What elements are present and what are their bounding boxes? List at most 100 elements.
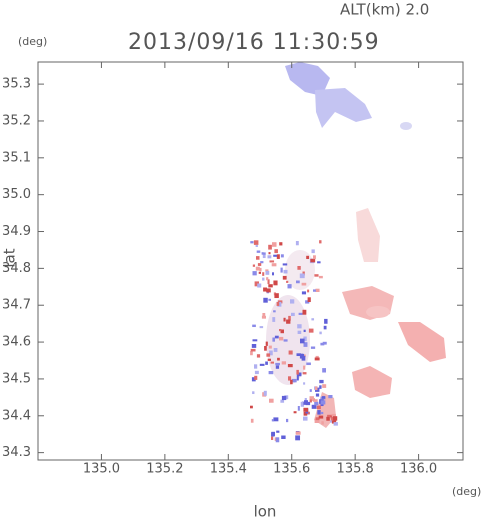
echo-pixel: [259, 326, 264, 329]
echo-pixel: [267, 358, 271, 361]
echo-pixel: [315, 393, 320, 397]
echo-pixel: [254, 281, 260, 287]
echo-pixel: [266, 277, 269, 281]
echo-pixel: [308, 328, 314, 333]
x-tick-label: 135.8: [337, 462, 374, 477]
echo-pixel: [281, 395, 287, 401]
echo-pixel: [275, 365, 280, 369]
echo-pixel: [324, 318, 328, 324]
echo-blob: [356, 208, 380, 262]
echo-pixel: [296, 376, 299, 381]
echo-pixel: [307, 411, 310, 415]
echo-pixel: [269, 260, 275, 263]
echo-pixel: [279, 329, 282, 332]
echo-pixel: [303, 382, 306, 385]
echo-pixel: [319, 331, 322, 335]
echo-pixel: [309, 396, 314, 400]
echo-pixel: [265, 270, 270, 275]
echo-pixel: [274, 335, 279, 339]
echo-pixel: [274, 249, 278, 254]
echo-pixel: [269, 350, 273, 356]
echo-pixel: [315, 417, 320, 421]
echo-pixel: [252, 339, 258, 342]
echo-pixel: [316, 405, 321, 410]
echo-pixel: [326, 416, 330, 421]
echo-pixel: [318, 275, 323, 279]
echo-pixel: [266, 353, 271, 357]
echo-pixel: [265, 361, 268, 365]
echo-speckles: [250, 240, 338, 443]
echo-pixel: [322, 384, 327, 388]
echo-pixel: [293, 411, 297, 414]
y-tick-label: 35.1: [2, 150, 31, 165]
echo-blob: [400, 122, 412, 130]
echo-pixel: [322, 396, 326, 399]
echo-pixel: [257, 263, 262, 266]
echo-pixel: [296, 353, 301, 357]
echo-pixel: [260, 261, 264, 264]
echo-pixel: [301, 291, 307, 295]
echo-pixel: [310, 258, 316, 263]
y-tick-label: 34.4: [2, 408, 31, 423]
echo-pixel: [263, 287, 268, 292]
echo-pixel: [320, 342, 325, 346]
y-tick-label: 34.6: [2, 335, 31, 350]
plot-frame: [37, 61, 464, 461]
echo-pixel: [272, 317, 276, 322]
echo-pixel: [303, 336, 307, 342]
echo-pixel: [264, 346, 267, 351]
echo-pixel: [300, 353, 304, 359]
echo-pixel: [275, 437, 280, 443]
echo-blob: [352, 366, 392, 398]
echo-pixel: [318, 415, 324, 419]
echo-pixel: [261, 252, 266, 255]
echo-pixel: [281, 435, 286, 439]
echo-pixel: [252, 324, 256, 328]
echo-pixel: [288, 350, 293, 355]
echo-pixel: [297, 324, 302, 329]
echo-pixel: [251, 344, 257, 348]
echo-regions: [266, 62, 446, 428]
y-tick-label: 35.3: [2, 77, 31, 92]
x-unit: (deg): [452, 485, 481, 498]
echo-pixel: [317, 261, 321, 264]
echo-blob: [315, 88, 372, 128]
echo-pixel: [257, 283, 262, 288]
echo-pixel: [275, 362, 280, 366]
echo-pixel: [276, 254, 280, 259]
echo-pixel: [314, 386, 318, 391]
echo-pixel: [277, 301, 282, 307]
echo-pixel: [255, 266, 260, 271]
echo-pixel: [307, 297, 311, 303]
echo-pixel: [252, 271, 257, 276]
echo-pixel: [265, 269, 269, 272]
echo-pixel: [273, 348, 278, 352]
echo-pixel: [250, 351, 253, 356]
echo-pixel: [282, 275, 287, 280]
echo-pixel: [321, 411, 324, 415]
echo-pixel: [283, 317, 286, 322]
echo-pixel: [273, 310, 276, 313]
echo-pixel: [262, 272, 265, 276]
echo-pixel: [273, 254, 278, 257]
y-tick-label: 34.7: [2, 298, 31, 313]
echo-pixel: [296, 369, 299, 375]
echo-pixel: [327, 414, 332, 417]
echo-pixel: [315, 355, 319, 359]
echo-pixel: [286, 280, 289, 283]
echo-pixel: [280, 399, 285, 403]
echo-pixel: [273, 417, 279, 422]
y-tick-label: 34.9: [2, 224, 31, 239]
echo-pixel: [279, 242, 283, 246]
echo-pixel: [303, 365, 306, 370]
echo-pixel: [273, 280, 278, 286]
y-axis-label: lat: [1, 248, 19, 267]
echo-pixel: [303, 402, 308, 405]
echo-pixel: [319, 240, 322, 244]
echo-pixel: [303, 407, 309, 412]
echo-pixel: [265, 341, 268, 346]
echo-pixel: [274, 293, 279, 299]
echo-pixel: [271, 432, 275, 437]
echo-pixel: [266, 288, 271, 293]
echo-pixel: [319, 379, 324, 384]
